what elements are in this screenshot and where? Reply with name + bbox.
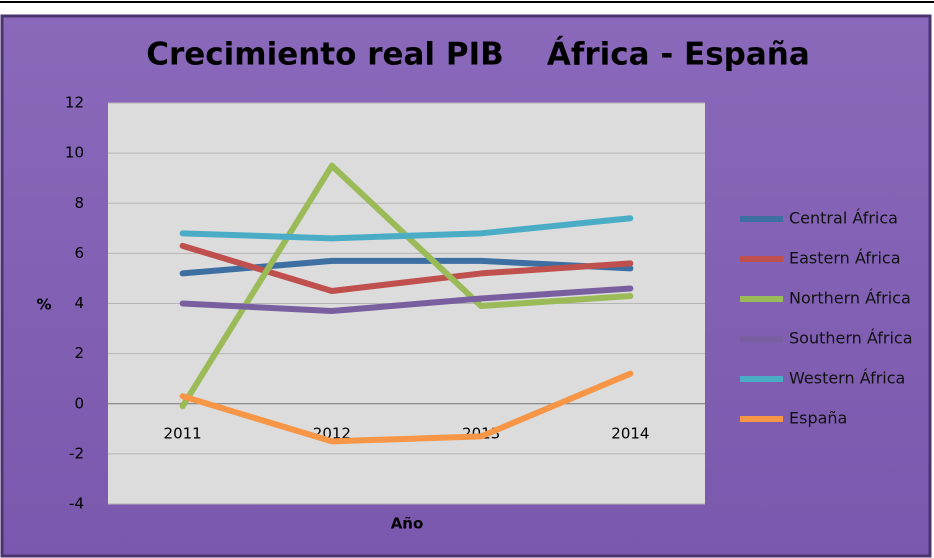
y-tick-label: 6 [74, 244, 84, 262]
y-tick-label: 4 [74, 294, 84, 312]
y-tick-label: 2 [74, 344, 84, 362]
series-line [179, 242, 634, 294]
y-tick-label: 8 [74, 194, 84, 212]
y-tick-label: 12 [65, 94, 84, 112]
series-line [179, 285, 634, 315]
top-strip [0, 0, 934, 14]
legend-label: Southern África [789, 329, 913, 348]
x-tick-label: 2014 [611, 424, 649, 442]
x-axis-label: Año [391, 515, 424, 533]
legend-label: Central África [789, 209, 898, 228]
y-tick-label: -4 [69, 495, 84, 513]
chart-title: Crecimiento real PIB África - España [146, 37, 810, 73]
legend-label: Western África [789, 369, 905, 388]
legend-label: Northern África [789, 289, 911, 308]
series-line [179, 370, 634, 445]
y-tick-label: 0 [74, 394, 84, 412]
legend-label: Eastern África [789, 249, 901, 268]
y-axis-label: % [36, 296, 51, 314]
legend-label: España [789, 409, 847, 428]
series-line [179, 215, 634, 242]
y-tick-label: -2 [69, 444, 84, 462]
y-tick-label: 10 [65, 144, 84, 162]
x-tick-label: 2011 [164, 424, 202, 442]
